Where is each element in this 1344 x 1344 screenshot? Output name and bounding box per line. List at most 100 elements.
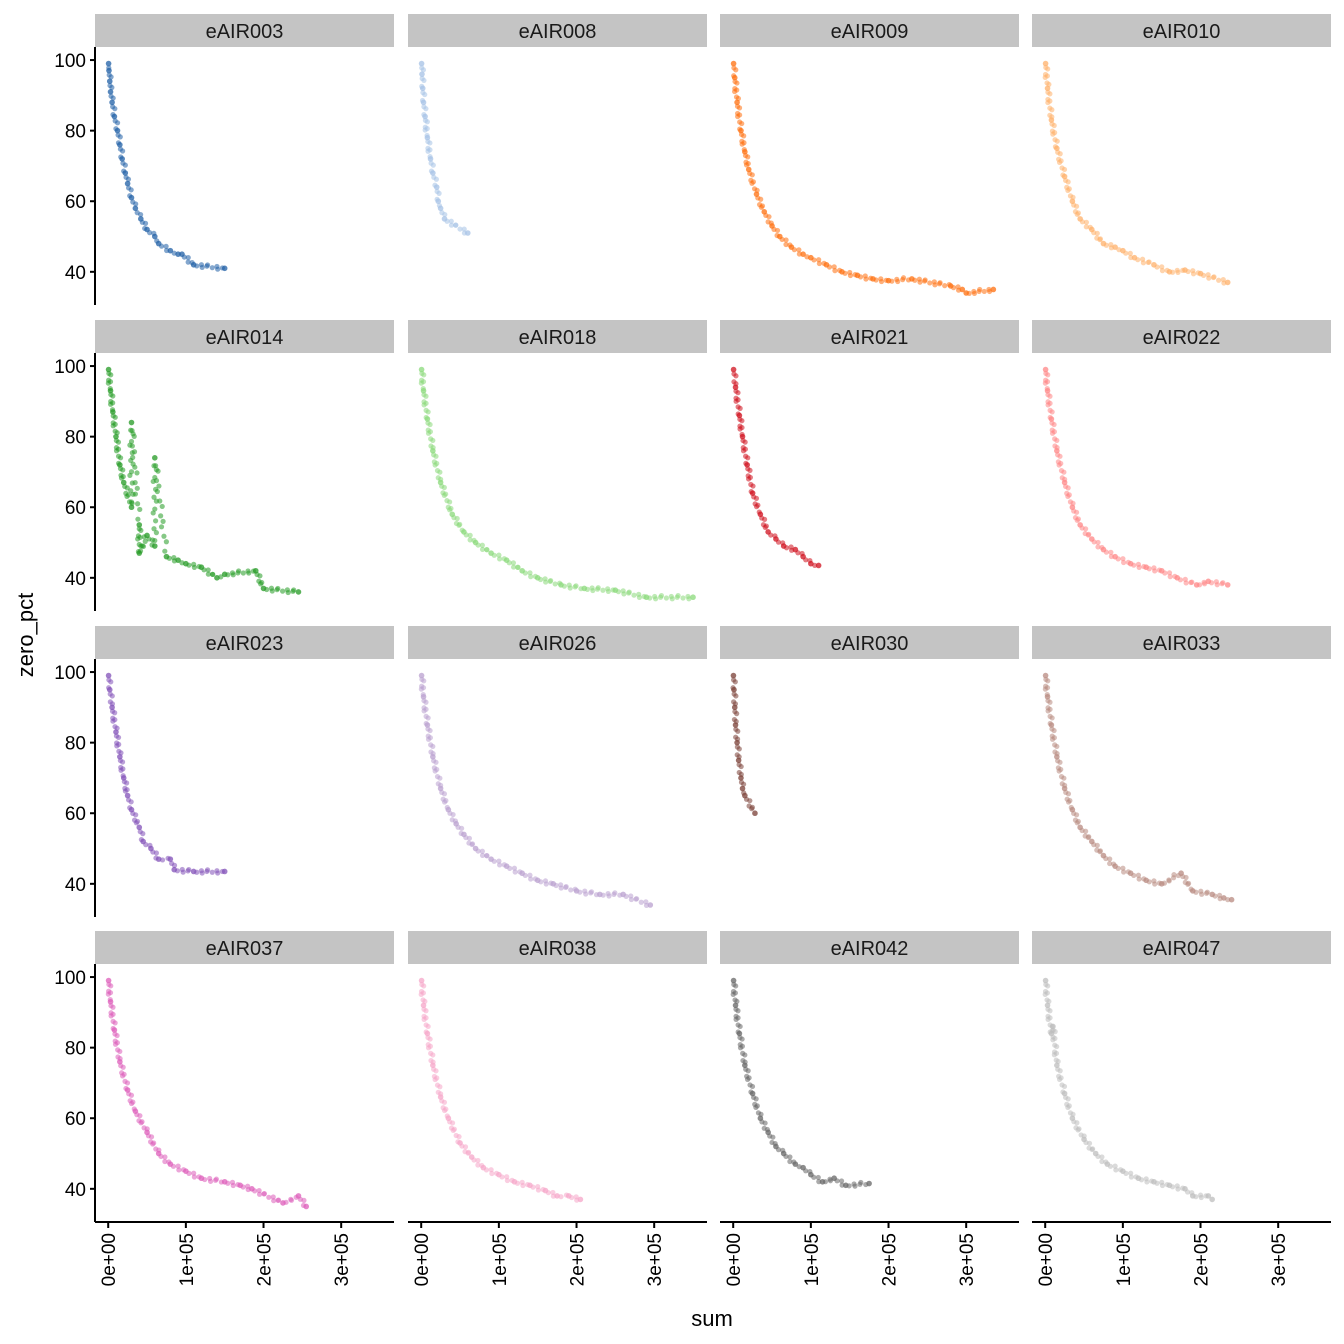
data-point-band (770, 1134, 776, 1140)
facet-strip-label: eAIR014 (206, 327, 284, 349)
data-point-band (230, 1182, 236, 1189)
data-point (109, 99, 115, 106)
facet-strip-label: eAIR010 (1143, 21, 1221, 43)
data-point-band (176, 1167, 182, 1173)
data-point-band (739, 418, 745, 424)
data-point-band (737, 426, 743, 432)
data-point (1209, 891, 1215, 898)
data-point-band (114, 743, 120, 749)
data-point (1135, 1175, 1142, 1182)
data-point (558, 582, 564, 588)
data-point-band (430, 162, 436, 168)
data-point (117, 753, 123, 760)
data-point-band (230, 572, 236, 578)
data-point-band (1065, 187, 1071, 193)
data-point-band (425, 430, 432, 436)
data-point (198, 1175, 205, 1182)
data-point (731, 704, 738, 711)
data-point-band (442, 211, 448, 218)
data-point-band (152, 506, 158, 512)
y-tick-label: 40 (65, 1180, 86, 1201)
facet-strip-label: eAIR009 (831, 21, 909, 43)
facet-panel-eAIR010: eAIR010 (1032, 14, 1331, 286)
data-point (138, 216, 144, 222)
data-point-band (447, 507, 453, 513)
data-point-band (158, 524, 165, 530)
y-tick-label: 40 (65, 263, 86, 284)
data-point (472, 539, 479, 546)
facet-strip-label: eAIR047 (1143, 938, 1221, 960)
y-tick-label: 100 (54, 357, 86, 378)
data-point-band (1204, 889, 1210, 895)
data-point-band (1061, 166, 1068, 173)
data-point-band (425, 736, 432, 742)
data-point-band (1057, 453, 1063, 459)
data-point-band (425, 1023, 431, 1030)
data-point (419, 71, 425, 77)
data-point (105, 977, 112, 984)
data-point (542, 1187, 549, 1194)
data-point (496, 1171, 502, 1178)
data-point (488, 550, 494, 556)
data-point-band (815, 1174, 821, 1181)
data-point-band (520, 1182, 526, 1189)
data-point (144, 1129, 150, 1136)
data-point-band (1216, 277, 1222, 283)
data-point-band (1045, 708, 1051, 714)
data-point-band (479, 852, 486, 859)
data-point (124, 1087, 131, 1093)
data-point-band (162, 1154, 168, 1160)
data-point (183, 560, 189, 567)
data-point (745, 166, 752, 173)
facet-panel-eAIR018: eAIR018 (408, 320, 707, 602)
data-point (136, 550, 143, 556)
data-point (1044, 85, 1051, 92)
data-point (1224, 582, 1231, 588)
data-point-band (1159, 1182, 1166, 1189)
data-point (734, 99, 740, 106)
data-point-band (213, 1176, 220, 1182)
data-point-band (510, 560, 517, 566)
data-point-band (421, 402, 427, 408)
data-point-band (119, 759, 126, 765)
facet-strip-label: eAIR026 (519, 633, 597, 655)
data-point-band (120, 1064, 126, 1070)
data-point-band (138, 1120, 144, 1126)
data-point-band (558, 885, 564, 891)
data-point-band (257, 573, 263, 579)
data-point (990, 286, 997, 293)
data-point (1081, 1136, 1087, 1143)
data-point (819, 1178, 826, 1185)
y-axis-title: zero_pct (13, 593, 38, 677)
data-point (106, 686, 113, 693)
data-point-band (847, 272, 854, 279)
data-point-band (783, 241, 789, 248)
data-point-band (1047, 699, 1053, 705)
data-point-band (1065, 179, 1071, 185)
data-point (1042, 977, 1049, 984)
x-tick-label: 3e+05 (645, 1233, 666, 1286)
data-point-band (207, 1178, 214, 1184)
data-point-band (733, 67, 739, 73)
data-point-band (124, 780, 130, 786)
data-point (430, 170, 436, 176)
facet-panel-eAIR008: eAIR008 (408, 14, 707, 236)
data-point (260, 585, 267, 592)
data-point (738, 775, 744, 781)
data-point-band (942, 283, 948, 289)
data-point (736, 1030, 743, 1037)
data-point (577, 1196, 584, 1203)
data-point-band (110, 423, 116, 429)
data-point-band (246, 570, 252, 576)
data-point (831, 1175, 837, 1182)
data-point-band (734, 80, 740, 86)
x-tick-label: 1e+05 (490, 1233, 511, 1286)
data-point (1100, 546, 1107, 553)
data-point-band (459, 825, 465, 831)
data-point-band (1042, 686, 1048, 692)
data-point (221, 868, 228, 875)
data-point-band (112, 414, 118, 420)
data-point (113, 433, 119, 440)
data-point-band (743, 162, 750, 168)
data-point-band (137, 1113, 143, 1119)
